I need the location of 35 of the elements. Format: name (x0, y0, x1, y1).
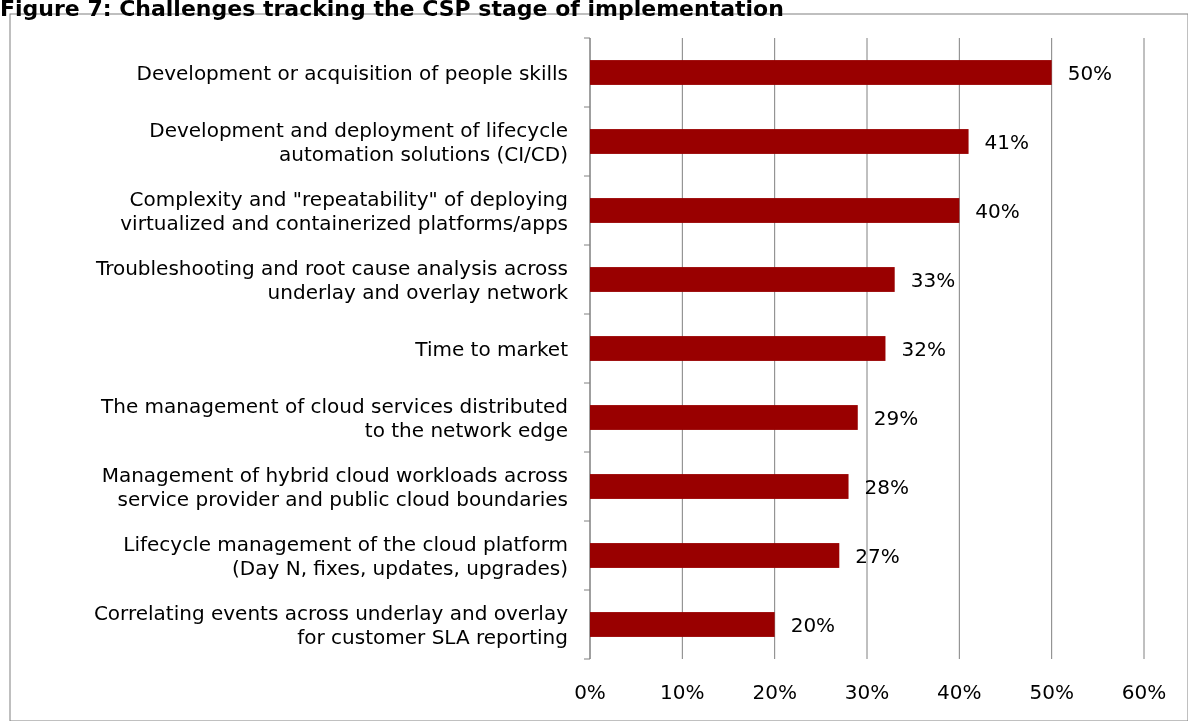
data-label: 33% (910, 267, 956, 292)
data-label: 41% (984, 129, 1030, 154)
x-tick-label: 0% (574, 680, 606, 704)
bar (590, 336, 886, 361)
bar (590, 60, 1052, 85)
y-tick-label: Correlating events across underlay and overlay for customer SLA reporting (93, 600, 569, 649)
y-tick-label: Time to market (414, 336, 569, 361)
bar (590, 267, 895, 292)
data-label: 29% (873, 405, 919, 430)
y-tick-label: Lifecycle management of the cloud platform (Day N, fixes, updates, upgrades) (123, 531, 568, 580)
text: Figure 7: Challenges tracking the CSP stage of implementation (0, 0, 784, 21)
bar (590, 198, 960, 223)
x-tick-label: 10% (660, 680, 705, 704)
bar (590, 129, 969, 154)
data-label: 27% (855, 543, 900, 568)
y-tick-label: Complexity and "repeatability" of deploying virtualized and containerized platforms/apps (120, 186, 568, 235)
y-tick-label: Management of hybrid cloud workloads across service provider and public cloud boundaries (101, 462, 568, 511)
bar (590, 543, 840, 568)
x-tick-label: 40% (937, 680, 982, 704)
data-label: 50% (1067, 60, 1113, 85)
data-label: 32% (901, 336, 946, 361)
data-label: 20% (790, 612, 836, 637)
x-tick-label: 20% (752, 680, 797, 704)
data-label: 28% (864, 474, 909, 499)
y-tick-label: The management of cloud services distributed to the network edge (100, 393, 568, 442)
x-tick-label: 30% (844, 680, 890, 704)
x-tick-label: 60% (1121, 680, 1167, 704)
y-tick-label: Development or acquisition of people skills (136, 60, 568, 85)
bar (590, 612, 775, 637)
y-tick-label: Development and deployment of lifecycle automation solutions (CI/CD) (149, 117, 568, 166)
bar (590, 474, 849, 499)
y-tick-label: Troubleshooting and root cause analysis across underlay and overlay network (94, 255, 569, 304)
x-tick-label: 50% (1029, 680, 1074, 704)
data-label: 40% (975, 198, 1020, 223)
bar (590, 405, 858, 430)
